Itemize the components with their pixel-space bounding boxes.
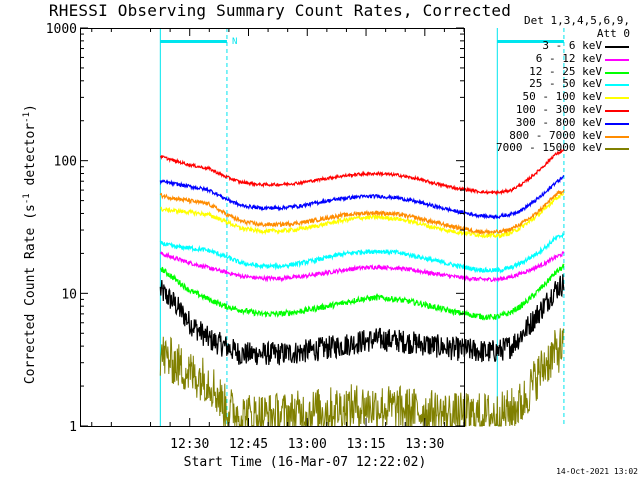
x-tick-label: 12:45 xyxy=(229,437,268,452)
y-tick-label: 100 xyxy=(54,155,77,170)
y-axis-label: Corrected Count Rate (s-1 detector-1) xyxy=(22,94,38,394)
series-line xyxy=(159,328,565,428)
render-timestamp: 14-Oct-2021 13:02 xyxy=(556,467,638,476)
chart-title: RHESSI Observing Summary Count Rates, Co… xyxy=(48,1,512,20)
x-tick-label: 12:30 xyxy=(170,437,209,452)
legend-label: 800 - 7000 keV xyxy=(509,128,602,142)
series-line xyxy=(160,263,565,321)
legend-entry: 12 - 25 keV xyxy=(470,64,630,79)
axis-layer: 12:30 12:45 13:00 13:15 13:30 1 10 100 1000 xyxy=(46,22,465,452)
y-tick-label: 1000 xyxy=(46,22,77,37)
legend-entry: 6 - 12 keV xyxy=(470,51,630,66)
legend-entry: 50 - 100 keV xyxy=(470,90,630,104)
legend-label: 3 - 6 keV xyxy=(542,39,602,52)
legend-entry: 800 - 7000 keV xyxy=(470,128,630,143)
legend-label: 100 - 300 keV xyxy=(515,102,602,116)
y-axis-label-main: Corrected Count Rate (s xyxy=(23,204,39,385)
legend-header-line1: Det 1,3,4,5,6,9, xyxy=(524,14,630,27)
y-axis-label-mid: detector xyxy=(23,122,39,194)
y-axis-label-sup1: -1 xyxy=(21,193,32,205)
series-line xyxy=(159,232,564,274)
y-tick-label: 10 xyxy=(61,287,77,302)
legend-entry: 3 - 6 keV xyxy=(470,39,630,53)
legend-entry: 25 - 50 keV xyxy=(470,77,630,91)
x-axis-label: Start Time (16-Mar-07 12:22:02) xyxy=(183,455,427,470)
legend-entry: 7000 - 15000 keV xyxy=(470,141,630,155)
plot-frame xyxy=(80,28,465,427)
legend-swatch xyxy=(605,71,629,74)
night-label: N xyxy=(232,37,237,47)
legend-entry: 300 - 800 keV xyxy=(470,115,630,130)
y-axis-label-end: ) xyxy=(23,104,39,113)
legend-swatch xyxy=(605,122,629,125)
legend-entry: 100 - 300 keV xyxy=(470,102,630,117)
legend-swatch xyxy=(605,135,629,138)
legend-swatch xyxy=(605,109,629,112)
legend-swatch xyxy=(605,46,629,48)
x-tick-label: 13:15 xyxy=(346,437,385,452)
x-tick-label: 13:00 xyxy=(288,437,327,452)
legend-label: 6 - 12 keV xyxy=(535,51,602,65)
series-line xyxy=(159,250,565,283)
series-line xyxy=(159,174,565,220)
legend-swatch xyxy=(605,97,629,100)
series-line xyxy=(159,148,565,196)
y-axis-label-sup2: -1 xyxy=(21,112,32,123)
legend-label: 7000 - 15000 keV xyxy=(496,141,602,155)
legend-label: 12 - 25 keV xyxy=(529,64,602,78)
x-tick-label: 13:30 xyxy=(405,437,444,452)
legend-header-line2: Att 0 xyxy=(596,27,630,40)
series-line xyxy=(159,191,565,239)
series-layer xyxy=(159,148,565,428)
legend-label: 25 - 50 keV xyxy=(529,77,602,91)
legend-label: 300 - 800 keV xyxy=(515,115,602,129)
legend-header: Det 1,3,4,5,6,9, Att 0 xyxy=(484,14,630,40)
y-tick-label: 1 xyxy=(69,420,77,435)
legend-label: 50 - 100 keV xyxy=(522,90,602,104)
series-line xyxy=(159,274,565,366)
legend: 3 - 6 keV 6 - 12 keV 12 - 25 keV 25 - 50 ke… xyxy=(470,39,630,155)
legend-swatch xyxy=(605,58,629,61)
series-line xyxy=(159,189,565,236)
legend-swatch xyxy=(605,84,629,87)
legend-swatch xyxy=(605,148,629,151)
